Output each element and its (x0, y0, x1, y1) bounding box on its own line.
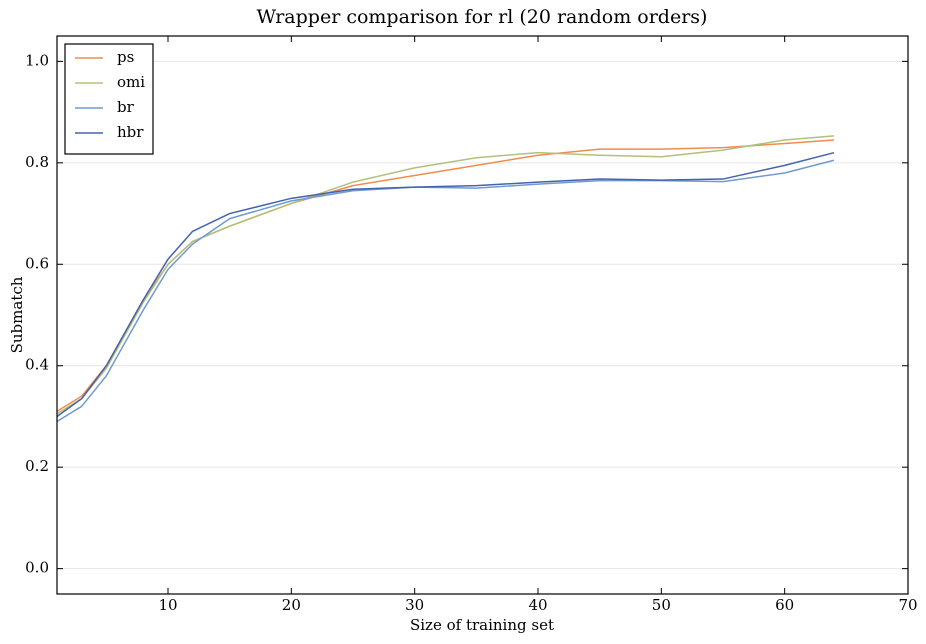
y-axis-label: Submatch (8, 276, 26, 353)
line (56, 159, 835, 423)
chart-title: Wrapper comparison for rl (20 random ord… (257, 6, 708, 28)
line (56, 151, 835, 418)
x-tick-label: 20 (282, 596, 301, 614)
y-tick-label: 0.6 (25, 254, 49, 272)
legend-label: ps (117, 48, 134, 66)
y-tick-label: 1.0 (25, 51, 49, 69)
legend-label: omi (117, 73, 145, 91)
y-tick-label: 0.2 (25, 457, 49, 475)
y-tick-label: 0.0 (25, 559, 49, 577)
x-tick-label: 30 (405, 596, 424, 614)
plot-frame (56, 35, 909, 595)
x-axis-label: Size of training set (410, 616, 554, 634)
line (56, 135, 835, 415)
x-tick-label: 50 (652, 596, 671, 614)
legend-label: br (117, 98, 135, 116)
x-tick-label: 10 (158, 596, 177, 614)
x-tick-label: 60 (775, 596, 794, 614)
x-tick-label: 70 (898, 596, 917, 614)
y-tick-label: 0.8 (25, 153, 49, 171)
legend-box (64, 43, 154, 155)
y-tick-label: 0.4 (25, 356, 49, 374)
legend-label: hbr (117, 123, 144, 141)
x-tick-label: 40 (528, 596, 547, 614)
